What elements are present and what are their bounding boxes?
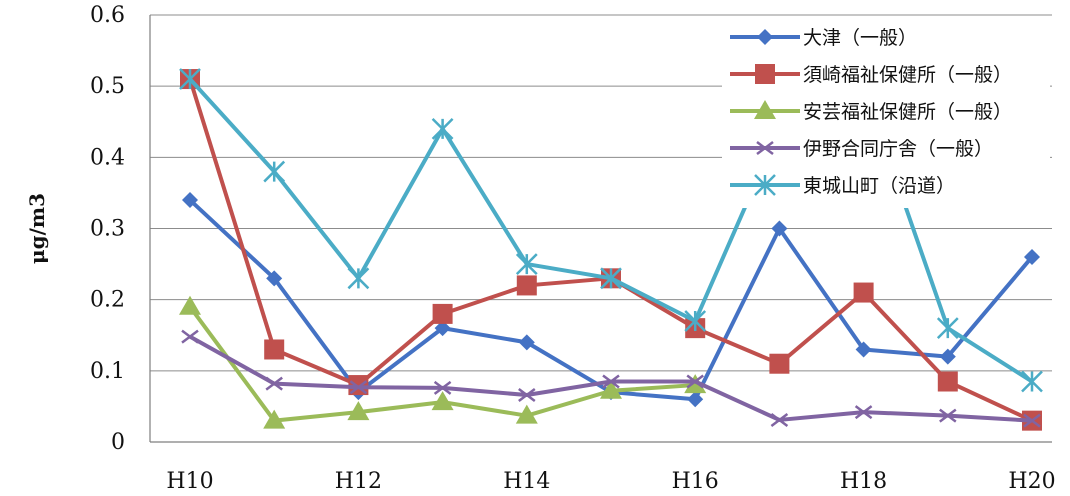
data-point: [179, 295, 201, 315]
y-tick-label: 0: [111, 430, 125, 455]
data-point: [853, 282, 874, 303]
data-point: [1021, 370, 1043, 393]
legend-label: 須崎福祉保健所（一般）: [803, 64, 1012, 86]
gridlines: [150, 14, 1052, 372]
data-point: [265, 376, 283, 391]
data-point: [937, 371, 958, 392]
data-point: [515, 253, 538, 275]
x-tick-labels: H10 H12 H14 H16 H18 H20: [166, 469, 1055, 494]
data-point: [1024, 248, 1040, 265]
x-tick-label: H16: [672, 469, 719, 494]
data-point: [431, 117, 454, 140]
data-point: [347, 401, 370, 421]
legend-item: 安芸福祉保健所（一般）: [730, 100, 1012, 123]
data-point: [936, 317, 959, 340]
y-tick-label: 0.1: [90, 359, 125, 384]
x-tick-label: H20: [1008, 469, 1055, 494]
data-point: [771, 220, 788, 237]
data-point: [684, 310, 707, 332]
data-point: [686, 374, 704, 389]
data-point: [939, 408, 957, 423]
data-point: [756, 141, 774, 155]
x-tick-label: H14: [503, 469, 550, 494]
data-point: [600, 379, 622, 399]
series-4: [181, 329, 1041, 428]
data-point: [433, 380, 452, 395]
data-point: [770, 412, 789, 427]
y-tick-label: 0.2: [90, 288, 125, 313]
data-point: [263, 409, 286, 429]
legend: 大津（一般） 須崎福祉保健所（一般） 安芸福祉保健所（一般） 伊野合同庁舎（一般） 東城…: [722, 18, 1050, 208]
y-tick-labels: 0 0.1 0.2 0.3 0.4 0.5 0.6: [90, 3, 125, 455]
data-point: [264, 339, 285, 360]
data-point: [518, 334, 535, 351]
x-tick-label: H12: [335, 469, 382, 494]
data-point: [855, 341, 872, 358]
y-axis-title: μg/m3: [25, 193, 49, 264]
data-point: [349, 380, 368, 395]
legend-item: 伊野合同庁舎（一般）: [730, 138, 993, 160]
data-point: [757, 29, 773, 45]
data-point: [854, 405, 873, 420]
data-point: [769, 353, 790, 374]
data-point: [515, 404, 538, 424]
data-point: [600, 267, 622, 290]
y-tick-label: 0.5: [90, 74, 125, 99]
legend-label: 安芸福祉保健所（一般）: [803, 101, 1012, 123]
data-point: [755, 64, 775, 84]
data-point: [754, 174, 776, 196]
axes: [149, 15, 1052, 443]
data-point: [347, 267, 370, 290]
legend-label: 伊野合同庁舎（一般）: [803, 138, 993, 160]
y-tick-label: 0.3: [90, 217, 125, 242]
data-point: [181, 329, 199, 344]
data-point: [179, 68, 201, 90]
series-3: [179, 295, 707, 429]
data-point: [182, 192, 198, 209]
data-point: [1023, 413, 1041, 428]
legend-item: 大津（一般）: [730, 27, 917, 49]
data-point: [431, 391, 454, 411]
legend-label: 大津（一般）: [803, 27, 917, 49]
data-point: [518, 388, 536, 403]
legend-label: 東城山町（沿道）: [803, 175, 955, 197]
legend-item: 東城山町（沿道）: [730, 174, 955, 197]
x-tick-label: H18: [840, 469, 887, 494]
data-point: [939, 348, 956, 365]
data-point: [434, 320, 451, 337]
data-point: [516, 275, 537, 296]
series-line: [189, 334, 1033, 423]
data-point: [687, 391, 704, 408]
legend-item: 須崎福祉保健所（一般）: [730, 64, 1012, 86]
data-point: [263, 160, 286, 183]
data-point: [266, 270, 283, 287]
data-point: [432, 303, 453, 324]
y-tick-label: 0.6: [90, 3, 125, 28]
x-tick-label: H10: [166, 469, 213, 494]
data-point: [602, 374, 620, 389]
y-tick-label: 0.4: [90, 145, 125, 170]
data-point: [754, 100, 776, 119]
